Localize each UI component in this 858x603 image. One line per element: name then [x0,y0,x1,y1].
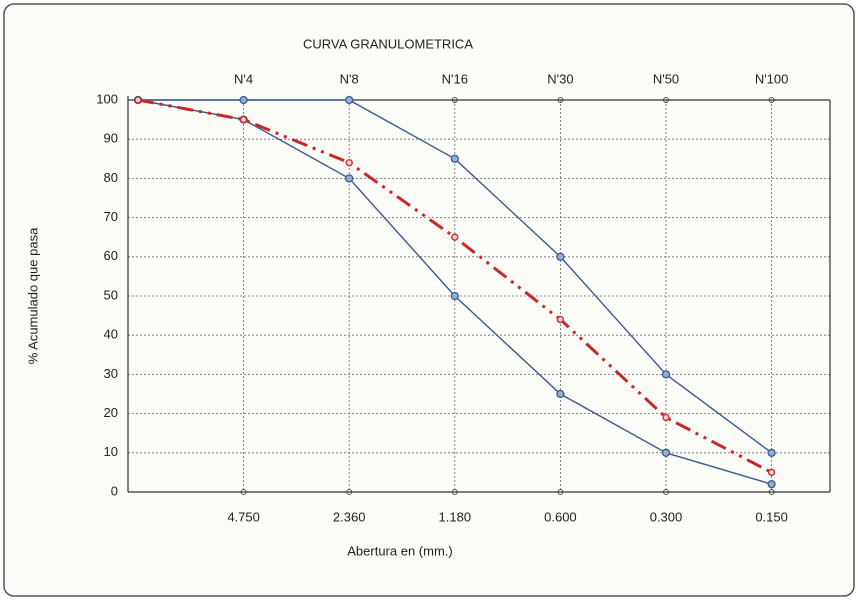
top-tick-label: N'50 [653,71,679,86]
point [450,154,459,163]
y-tick-label: 80 [104,170,118,185]
y-tick-label: 40 [104,327,118,342]
point [767,448,776,457]
y-tick-label: 30 [104,366,118,381]
y-tick-label: 0 [111,483,118,498]
point [661,370,671,379]
x-tick-label: 0.300 [650,509,683,524]
y-tick-label: 90 [104,131,118,146]
top-tick-label: N'100 [755,71,789,86]
chart-title: CURVA GRANULOMETRICA [303,36,473,51]
point [556,315,565,324]
y-tick-label: 100 [96,91,118,106]
x-tick-label: 1.180 [439,509,472,524]
point [556,252,565,261]
point [662,413,670,422]
x-tick-label: 2.360 [333,509,366,524]
y-tick-label: 60 [104,248,118,263]
point [345,95,354,105]
point [767,480,776,489]
point [239,95,248,105]
x-tick-label: 0.150 [755,509,788,524]
point [345,174,354,183]
point [661,448,671,457]
x-tick-label: 4.750 [227,509,260,524]
x-tick-label: 0.600 [544,509,577,524]
point [451,233,459,241]
top-tick-label: N'16 [442,71,468,86]
point [767,468,776,477]
point [345,159,353,167]
top-tick-label: N'8 [340,71,359,86]
y-tick-label: 10 [104,444,118,459]
top-tick-label: N'4 [234,71,253,86]
point [556,389,565,399]
frame [3,3,855,597]
y-tick-label: 70 [104,209,118,224]
point [134,96,142,104]
y-axis-label: % Acumulado que pasa [25,227,40,364]
y-tick-label: 20 [104,405,118,420]
point [239,115,248,124]
y-tick-label: 50 [104,287,118,302]
x-axis-label: Abertura en (mm.) [347,543,452,558]
point [450,291,459,301]
top-tick-label: N'30 [547,71,573,86]
